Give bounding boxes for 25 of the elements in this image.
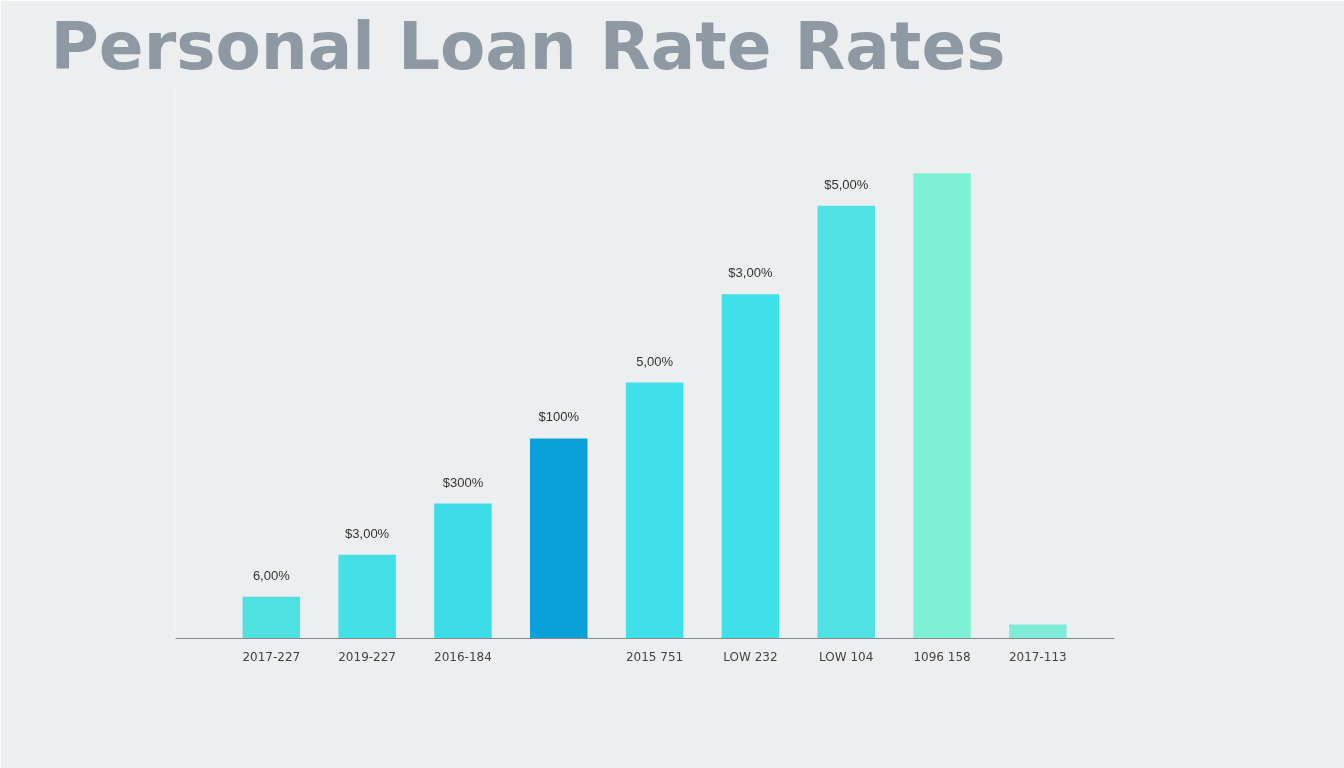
- x-tick-label: 2017-227: [242, 649, 301, 664]
- x-tick-label: LOW 232: [723, 649, 778, 664]
- x-tick-label: 2015 751: [625, 649, 684, 664]
- bar: [1009, 624, 1067, 639]
- x-tick-label: 2017-113: [1008, 649, 1067, 664]
- x-tick-label: LOW 104: [819, 649, 874, 664]
- annotation: $300%: [442, 474, 484, 490]
- bar: [913, 173, 971, 639]
- x-tick-label: 1096 158: [913, 649, 971, 664]
- chart-title: Personal Loan Rate Rates: [50, 7, 1006, 85]
- annotation: 5,00%: [636, 353, 674, 369]
- annotation: 6,00%: [252, 567, 291, 583]
- bar: [530, 438, 588, 639]
- bar: [625, 382, 684, 639]
- x-tick-label: 2016-184: [434, 649, 492, 664]
- annotation: $3,00%: [728, 265, 773, 281]
- annotation: $3,00%: [345, 525, 390, 541]
- bar: [434, 503, 492, 639]
- annotation: $100%: [538, 409, 580, 425]
- x-tick-label: 2019-227: [338, 649, 397, 664]
- bar: [242, 596, 301, 639]
- annotation: $5,00%: [824, 176, 869, 192]
- bar: [721, 294, 780, 639]
- bar: [338, 554, 396, 639]
- bar: [817, 205, 875, 639]
